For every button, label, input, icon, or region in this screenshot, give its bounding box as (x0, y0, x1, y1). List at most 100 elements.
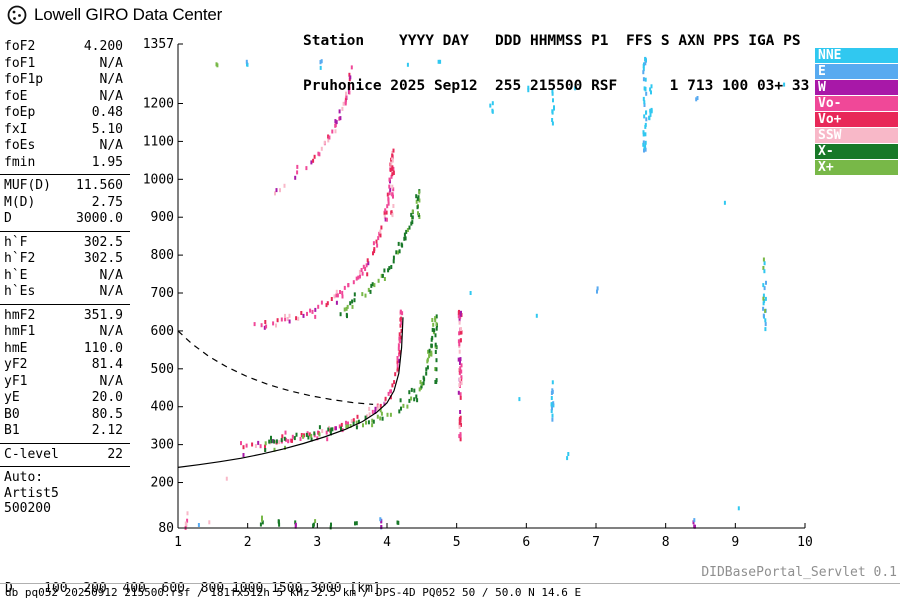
echo-mark (355, 521, 358, 526)
echo-mark (365, 420, 367, 425)
echo-mark (242, 445, 245, 450)
echo-mark (338, 424, 341, 429)
echo-mark (284, 313, 286, 318)
echo-mark (352, 418, 355, 423)
echo-mark (389, 168, 392, 172)
param-row-fof2: foF2 4.200 (0, 39, 130, 56)
param-label: fxI (4, 121, 28, 137)
echo-mark (416, 398, 419, 403)
echo-mark (764, 322, 767, 327)
echo-mark (397, 241, 400, 246)
echo-mark (762, 301, 765, 306)
echo-mark (418, 190, 421, 195)
param-label: foE (4, 88, 28, 104)
echo-mark (396, 367, 399, 372)
echo-mark (329, 431, 332, 436)
echo-mark (469, 291, 472, 295)
echo-mark (381, 273, 384, 278)
echo-mark (343, 307, 346, 312)
echo-mark (431, 327, 434, 332)
echo-mark (338, 116, 341, 121)
echo-mark (401, 311, 404, 316)
echo-mark (312, 522, 315, 527)
echo-mark (366, 258, 369, 263)
echo-mark (458, 318, 461, 323)
echo-mark (321, 429, 324, 433)
echo-mark (364, 267, 367, 271)
y-tick-label: 500 (151, 362, 174, 377)
echo-mark (376, 243, 379, 248)
echo-mark (458, 383, 461, 388)
echo-mark (408, 225, 411, 230)
echo-mark (425, 367, 428, 372)
param-label: foF2 (4, 39, 36, 54)
echo-mark (518, 397, 521, 402)
echo-mark (392, 204, 395, 208)
echo-mark (391, 184, 394, 189)
echo-mark (398, 249, 401, 254)
echo-mark (348, 72, 351, 77)
echo-mark (334, 123, 337, 128)
echo-mark (416, 205, 419, 210)
echo-mark (379, 403, 382, 408)
echo-mark (458, 349, 461, 354)
echo-mark (391, 158, 394, 163)
param-value: N/A (99, 267, 123, 283)
echo-mark (388, 184, 391, 189)
echo-mark (368, 406, 371, 411)
echo-mark (383, 210, 386, 215)
echo-mark (408, 398, 411, 403)
echo-mark (274, 191, 276, 196)
echo-mark (309, 308, 312, 313)
y-tick-label: 800 (151, 248, 174, 263)
echo-mark (371, 282, 374, 287)
echo-mark (552, 98, 554, 103)
echo-mark (458, 368, 460, 372)
echo-mark (764, 318, 767, 323)
echo-mark (422, 381, 425, 386)
echo-mark (644, 61, 647, 66)
echo-mark (334, 129, 337, 134)
auto-info-line: Auto: (4, 470, 44, 485)
param-value: N/A (99, 138, 123, 153)
echo-mark (312, 158, 315, 163)
param-label: C-level (4, 446, 59, 462)
echo-mark (642, 70, 645, 75)
echo-mark (764, 327, 767, 332)
echo-mark (396, 356, 399, 360)
param-label: yE (4, 390, 20, 405)
echo-mark (644, 140, 647, 145)
echo-mark (460, 381, 463, 385)
param-value: 0.48 (91, 105, 123, 120)
echo-mark (405, 229, 408, 234)
echo-marks (184, 56, 786, 530)
echo-mark (242, 453, 245, 457)
echo-mark (355, 420, 358, 425)
x-tick-label: 4 (383, 535, 391, 550)
echo-mark (763, 261, 766, 266)
echo-mark (387, 201, 390, 206)
echo-mark (459, 380, 462, 385)
echo-mark (435, 322, 438, 327)
echo-mark (383, 277, 386, 281)
echo-mark (380, 519, 383, 524)
echo-mark (377, 404, 380, 409)
echo-mark (552, 401, 555, 406)
param-row-he: h`E N/A (0, 268, 130, 285)
echo-mark (406, 404, 409, 409)
echo-mark (311, 309, 314, 314)
panel-divider (0, 230, 130, 232)
echo-mark (394, 372, 397, 377)
echo-mark (308, 432, 311, 437)
echo-mark (426, 357, 429, 362)
param-row-mufd: MUF(D) 11.560 (0, 178, 130, 195)
echo-mark (390, 210, 393, 215)
echo-mark (406, 62, 409, 67)
echo-mark (265, 324, 268, 329)
echo-mark (287, 439, 290, 444)
echo-mark (365, 263, 368, 268)
x-tick-label: 7 (592, 535, 600, 550)
echo-mark (353, 292, 356, 297)
muf-distance-row: D 100 200 400 600 800 1000 1500 3000 [km… (5, 581, 381, 596)
echo-mark (316, 436, 319, 441)
